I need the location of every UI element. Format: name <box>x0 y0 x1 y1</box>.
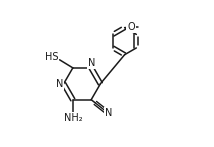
Text: N: N <box>88 59 95 69</box>
Text: O: O <box>127 22 135 32</box>
Text: HS: HS <box>45 52 58 62</box>
Text: N: N <box>105 108 112 118</box>
Text: NH₂: NH₂ <box>64 113 82 123</box>
Text: N: N <box>56 79 63 89</box>
